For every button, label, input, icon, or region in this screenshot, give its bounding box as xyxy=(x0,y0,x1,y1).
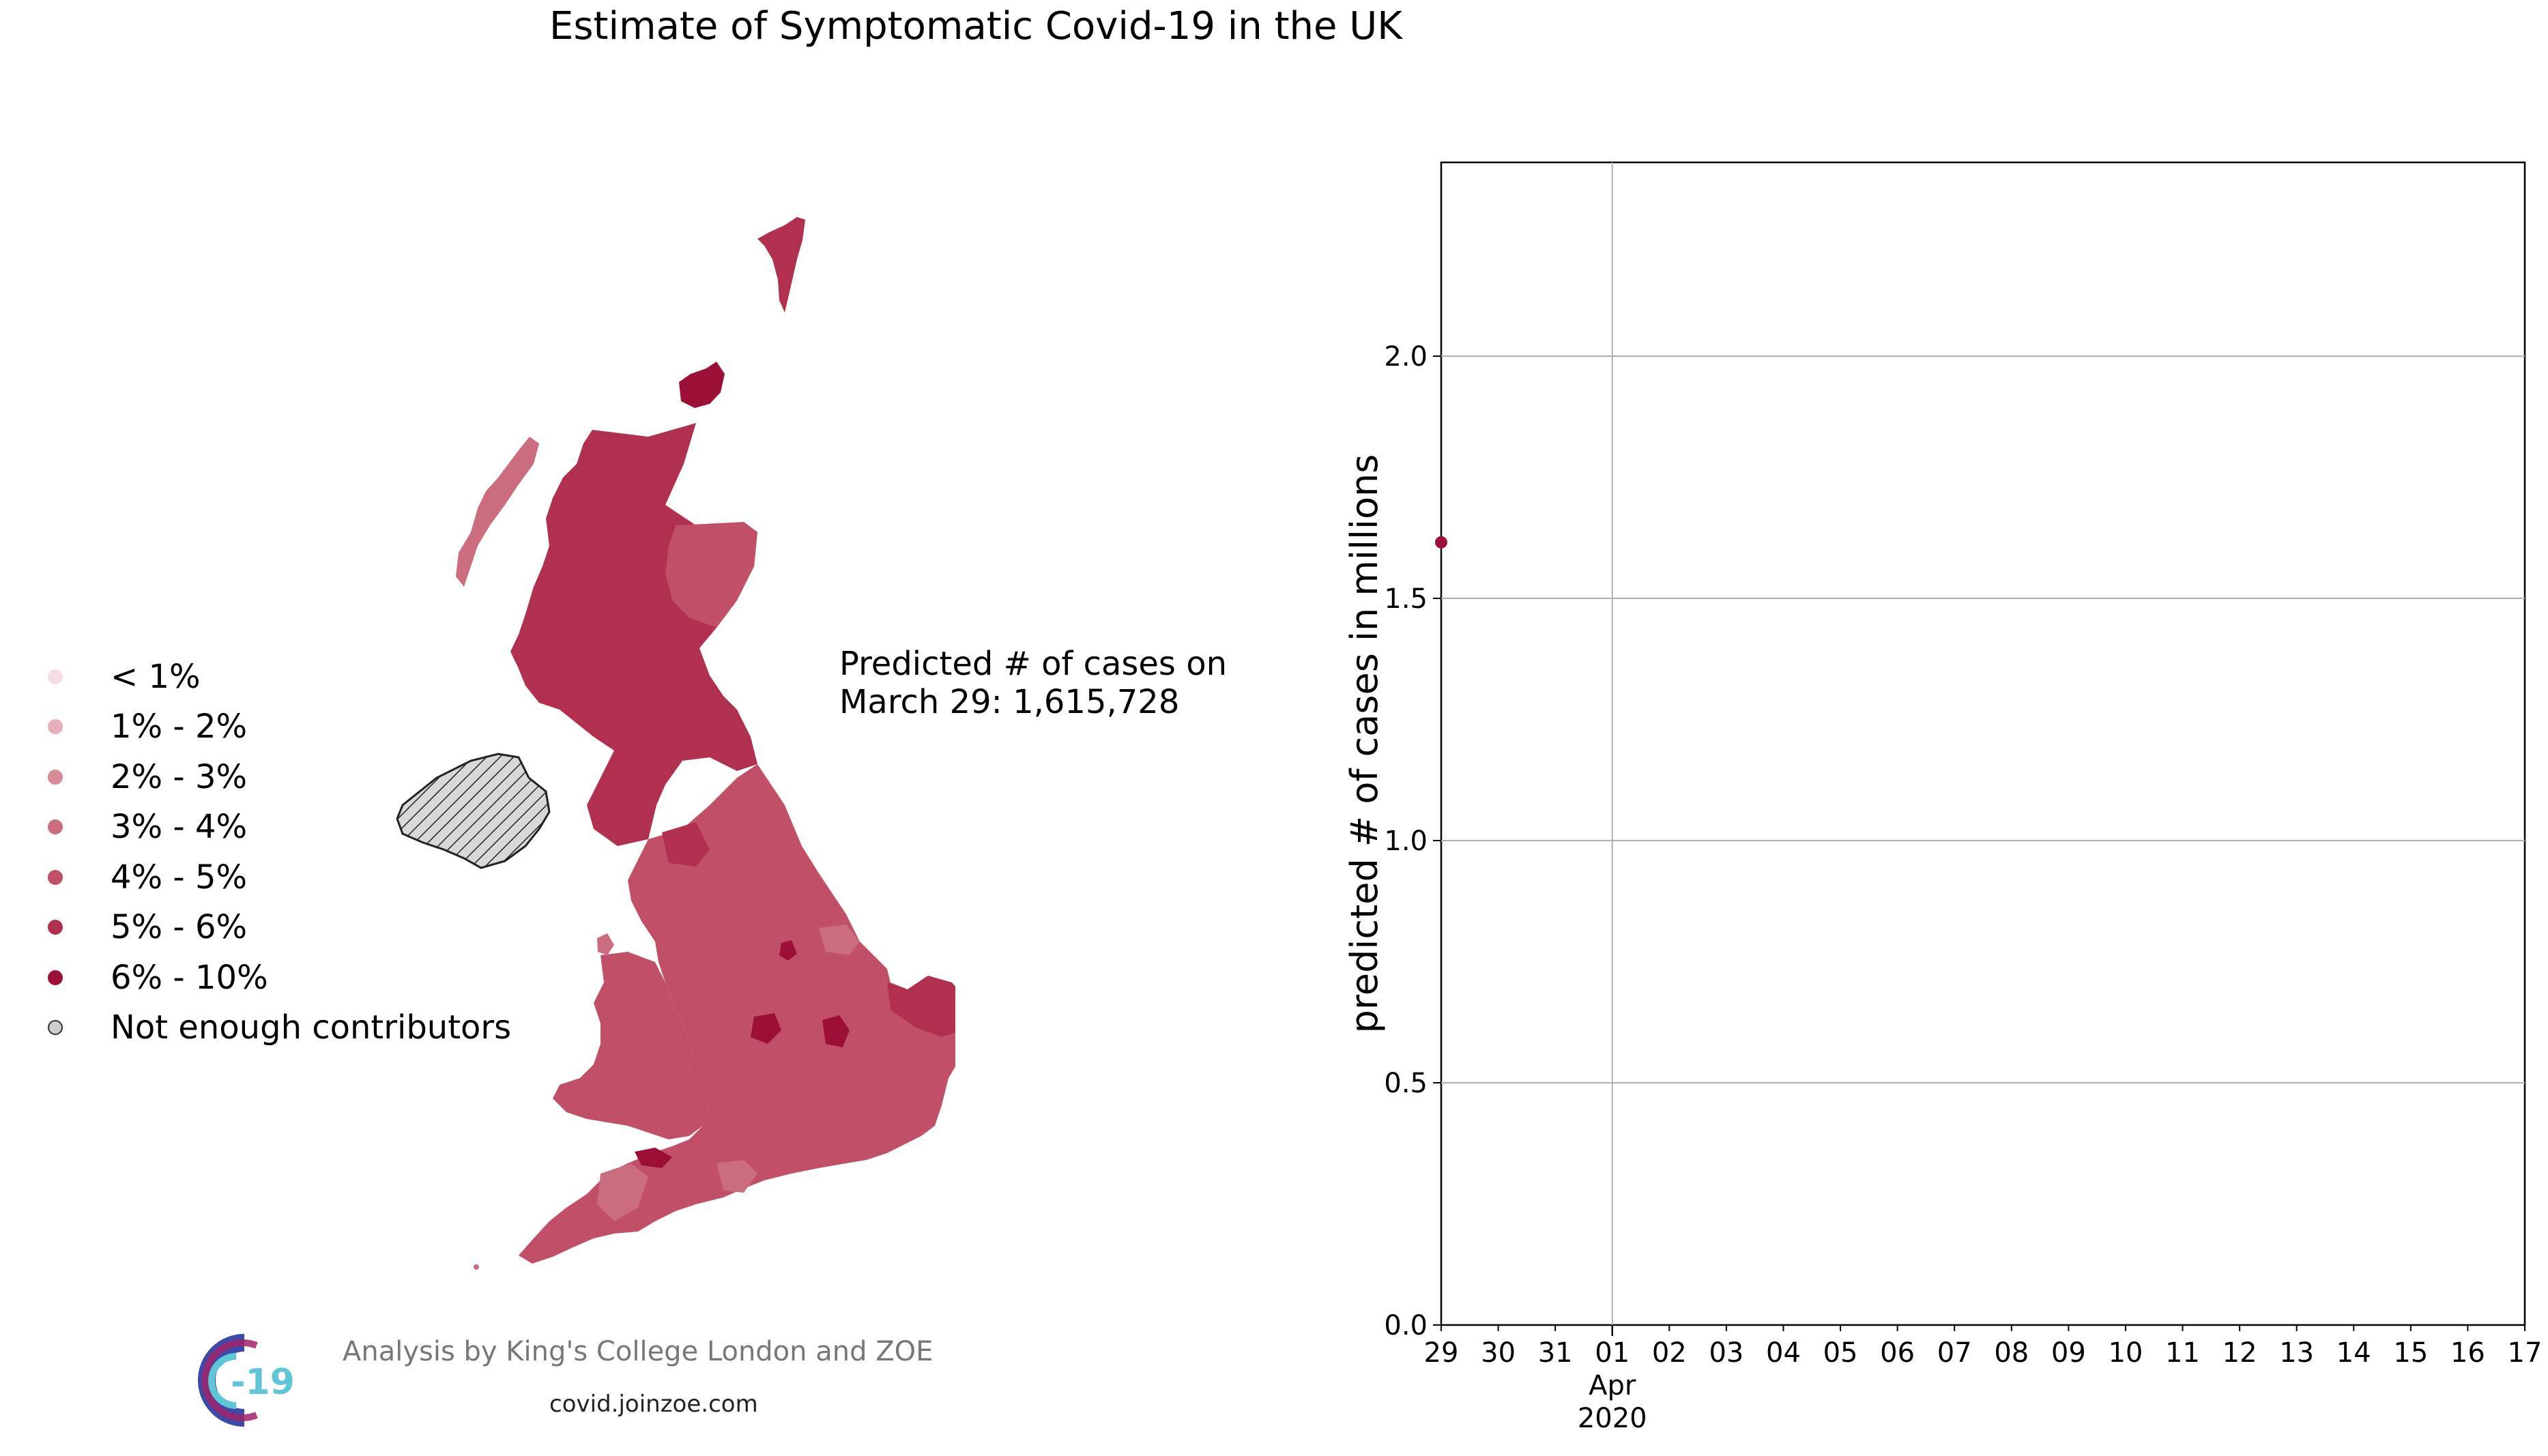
map-region-england xyxy=(519,764,955,1264)
map-region-orkney xyxy=(679,362,725,408)
y-axis-label: predicted # of cases in millions xyxy=(1343,454,1386,1034)
legend-label: 1% - 2% xyxy=(111,708,248,746)
x-tick-label: 08 xyxy=(1994,1337,2029,1369)
x-tick-label: 01 xyxy=(1595,1337,1630,1369)
legend-swatch xyxy=(48,970,63,985)
predicted-cases-text: Predicted # of cases on March 29: 1,615,… xyxy=(839,645,1227,721)
map-region-light-3 xyxy=(819,924,860,955)
map-region-light-1 xyxy=(597,1163,648,1221)
map-region-light-2 xyxy=(716,1160,757,1193)
map-region-outer-hebrides xyxy=(456,437,539,587)
x-tick-label: 06 xyxy=(1880,1337,1915,1369)
y-tick-label: 0.5 xyxy=(1384,1068,1428,1099)
legend-swatch xyxy=(48,669,63,684)
y-tick-label: 0.0 xyxy=(1384,1310,1428,1341)
map-region-grampian xyxy=(665,522,757,628)
legend-item: 6% - 10% xyxy=(48,952,511,1003)
legend-item: 4% - 5% xyxy=(48,852,511,903)
x-tick-label: 17 xyxy=(2508,1337,2543,1369)
legend-label: 6% - 10% xyxy=(111,958,268,997)
x-tick-label: 03 xyxy=(1709,1337,1743,1369)
legend-swatch xyxy=(48,869,63,885)
legend-label: 4% - 5% xyxy=(111,858,248,897)
x-tick-label: 12 xyxy=(2223,1337,2257,1369)
x-tick-label: 07 xyxy=(1937,1337,1972,1369)
predicted-cases-line2: March 29: 1,615,728 xyxy=(839,683,1180,721)
x-tick-label: 05 xyxy=(1823,1337,1858,1369)
legend-item: 2% - 3% xyxy=(48,752,511,802)
y-tick-label: 2.0 xyxy=(1384,341,1428,373)
covid-logo: -19 xyxy=(198,1334,295,1427)
legend-label: 3% - 4% xyxy=(111,808,248,847)
x-month-label: Apr xyxy=(1589,1370,1636,1401)
map-region-hotspot-6 xyxy=(887,976,955,1037)
x-tick-label: 02 xyxy=(1652,1337,1687,1369)
x-tick-label: 29 xyxy=(1424,1337,1459,1369)
predicted-cases-line1: Predicted # of cases on xyxy=(839,645,1227,683)
x-tick-label: 09 xyxy=(2051,1337,2086,1369)
x-tick-label: 14 xyxy=(2336,1337,2371,1369)
x-tick-label: 13 xyxy=(2279,1337,2314,1369)
x-tick-label: 10 xyxy=(2108,1337,2143,1369)
map-region-scilly xyxy=(474,1264,479,1270)
legend: < 1% 1% - 2% 2% - 3% 3% - 4% 4% - 5% 5% … xyxy=(48,652,511,1053)
footer-url: covid.joinzoe.com xyxy=(549,1391,758,1418)
legend-swatch xyxy=(48,719,63,735)
x-tick-label: 11 xyxy=(2165,1337,2200,1369)
map-region-isle-of-man xyxy=(597,933,614,955)
legend-item: Not enough contributors xyxy=(48,1003,511,1053)
y-tick-label: 1.0 xyxy=(1384,826,1428,857)
legend-label: < 1% xyxy=(111,657,201,696)
page-title: Estimate of Symptomatic Covid-19 in the … xyxy=(549,4,1403,48)
logo-text: -19 xyxy=(231,1362,295,1403)
data-point xyxy=(1435,536,1447,549)
plot-area xyxy=(1440,161,2526,1326)
x-tick-label: 30 xyxy=(1481,1337,1516,1369)
x-year-label: 2020 xyxy=(1578,1403,1647,1434)
legend-swatch xyxy=(48,920,63,935)
map-region-hotspot-3 xyxy=(635,1148,672,1168)
x-tick-label: 04 xyxy=(1766,1337,1801,1369)
legend-item: 3% - 4% xyxy=(48,802,511,853)
map-region-northern-ireland xyxy=(396,753,551,869)
x-tick-label: 31 xyxy=(1538,1337,1573,1369)
legend-item: < 1% xyxy=(48,652,511,702)
legend-label: 5% - 6% xyxy=(111,908,248,947)
map-region-hotspot-4 xyxy=(779,940,797,961)
map-region-hotspot-5 xyxy=(662,822,710,867)
legend-label: Not enough contributors xyxy=(111,1008,512,1047)
uk-map xyxy=(396,217,955,1270)
legend-item: 5% - 6% xyxy=(48,903,511,953)
legend-label: 2% - 3% xyxy=(111,757,248,796)
map-region-hotspot-1 xyxy=(822,1015,850,1047)
legend-item: 1% - 2% xyxy=(48,702,511,753)
x-tick-label: 15 xyxy=(2393,1337,2428,1369)
map-region-hotspot-2 xyxy=(751,1013,781,1044)
y-tick-label: 1.5 xyxy=(1384,583,1428,615)
legend-swatch xyxy=(48,769,63,785)
x-tick-label: 16 xyxy=(2450,1337,2485,1369)
legend-swatch xyxy=(48,819,63,835)
map-region-shetland xyxy=(757,217,805,312)
footer-credit: Analysis by King's College London and ZO… xyxy=(343,1336,933,1367)
legend-swatch xyxy=(48,1020,63,1036)
map-region-wales xyxy=(553,952,710,1139)
